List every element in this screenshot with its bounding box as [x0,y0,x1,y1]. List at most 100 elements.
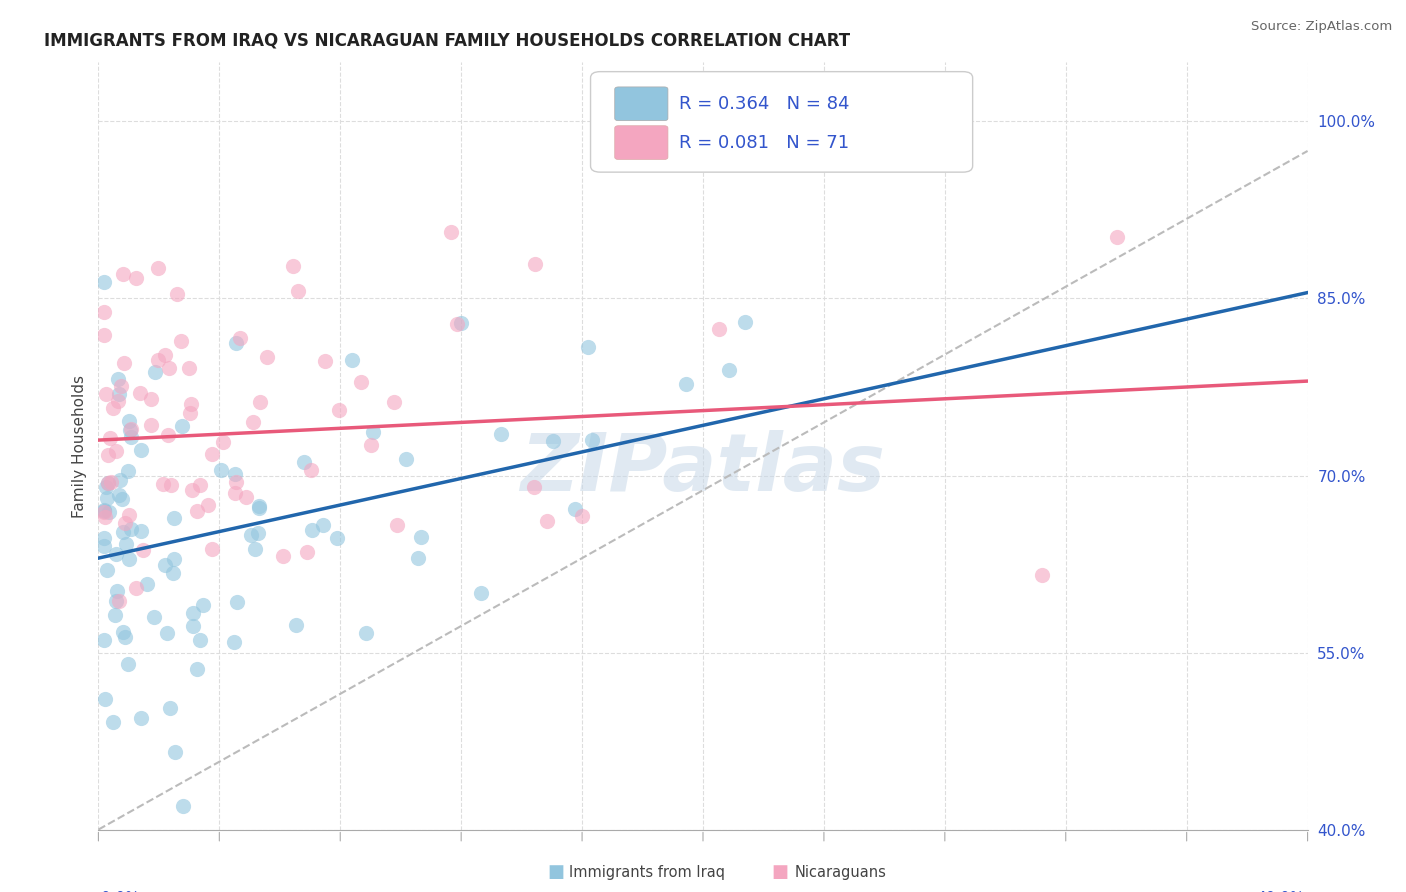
Point [143,365,166,379]
Point [172,799,194,814]
Point [107,394,129,409]
Point [114,630,136,644]
Point [229,330,252,344]
Point [186,504,208,518]
Point [163,745,186,759]
Point [160,478,183,492]
Point [541,434,564,448]
Point [120,423,142,437]
Point [163,511,186,525]
Point [107,386,129,401]
Point [450,316,472,330]
Point [101,401,124,416]
Point [571,508,593,523]
Point [179,407,201,421]
Point [96,563,118,577]
Point [110,379,132,393]
Point [105,584,128,599]
Point [156,428,179,442]
Point [247,499,270,513]
Point [129,711,152,725]
Point [1031,567,1053,582]
Point [191,599,214,613]
FancyBboxPatch shape [614,87,668,120]
Point [157,361,180,376]
Point [118,508,141,522]
Point [143,610,166,624]
Point [180,397,202,411]
Point [93,503,115,517]
Text: 0.0%: 0.0% [101,891,141,892]
Point [103,715,125,730]
Point [132,543,155,558]
Point [153,348,176,362]
Point [93,275,115,289]
Point [125,581,148,595]
Text: R = 0.081   N = 71: R = 0.081 N = 71 [679,134,849,152]
Point [197,498,219,512]
Point [162,566,184,581]
Point [129,385,152,400]
Point [360,438,382,452]
Point [224,485,246,500]
Point [536,515,558,529]
Point [105,443,128,458]
FancyBboxPatch shape [614,126,668,160]
Point [108,474,131,488]
Point [235,490,257,504]
Point [97,475,120,490]
Point [256,350,278,364]
Point [135,577,157,591]
Point [93,531,115,545]
Point [734,315,756,329]
Text: ■: ■ [547,863,564,881]
Point [93,328,115,343]
Point [201,447,224,461]
Point [131,524,153,539]
Point [104,547,127,561]
Point [94,387,117,401]
Point [100,475,122,489]
Point [181,619,204,633]
Point [111,492,134,507]
Point [148,352,170,367]
Point [105,593,128,607]
Point [247,500,270,515]
Point [284,618,307,632]
Point [576,340,599,354]
Point [225,475,247,489]
Point [249,395,271,409]
Point [240,528,263,542]
Text: ZIPatlas: ZIPatlas [520,430,886,508]
Point [188,478,211,492]
Point [406,550,429,565]
Point [96,491,118,505]
Point [1105,230,1128,244]
Point [93,504,115,518]
Point [385,517,408,532]
Point [163,552,186,566]
Point [209,463,232,477]
Text: Nicaraguans: Nicaraguans [794,865,886,880]
Text: R = 0.364   N = 84: R = 0.364 N = 84 [679,95,849,112]
Point [224,467,246,481]
Point [186,662,208,676]
Point [120,422,142,436]
Point [177,360,200,375]
Point [340,352,363,367]
Y-axis label: Family Households: Family Households [72,375,87,517]
Text: IMMIGRANTS FROM IRAQ VS NICARAGUAN FAMILY HOUSEHOLDS CORRELATION CHART: IMMIGRANTS FROM IRAQ VS NICARAGUAN FAMIL… [44,32,851,50]
Point [326,531,349,545]
Point [93,504,115,518]
Point [225,336,247,351]
Point [225,595,247,609]
Point [159,701,181,715]
Point [117,657,139,672]
Point [97,505,120,519]
Point [114,516,136,531]
Point [245,542,267,557]
Point [107,488,129,502]
Point [581,434,603,448]
Point [139,418,162,433]
Point [120,522,142,536]
